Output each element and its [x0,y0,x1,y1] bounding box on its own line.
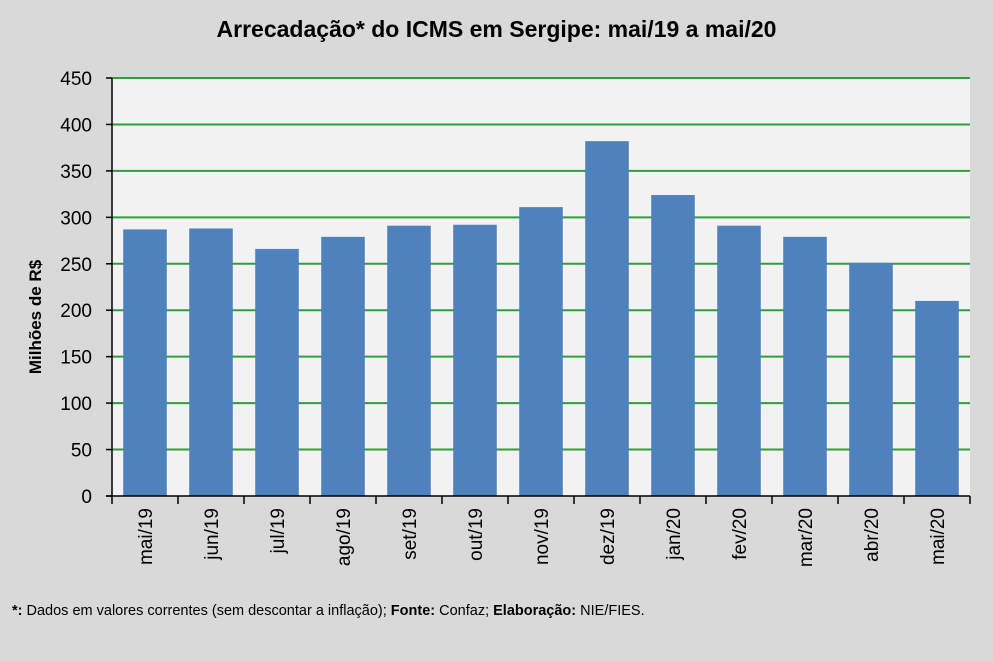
footnote-star-label: *: [12,603,23,619]
x-tick-label: out/19 [466,508,487,561]
chart-title: Arrecadação* do ICMS em Sergipe: mai/19 … [216,16,777,42]
bar-dez-19 [585,141,629,497]
y-tick-label: 0 [81,487,92,508]
bar-abr-20 [849,262,893,496]
y-tick-label: 150 [60,348,92,369]
bar-fev-20 [717,225,761,496]
bar-nov-19 [519,207,563,497]
x-tick-label: jan/20 [664,508,685,561]
bar-out-19 [453,224,497,496]
footnote-source-text: Confaz; [435,603,490,619]
y-tick-label: 450 [60,69,92,90]
bar-jan-20 [651,195,695,497]
x-tick-labels: mai/19 jun/19 jul/19 ago/19 set/19 out/19 nov/… [136,508,949,567]
axes [106,77,971,504]
x-tick-label: set/19 [400,508,421,560]
footnote-source-label: Fonte: [386,603,436,619]
footnote: *: Dados em valores correntes (sem desco… [12,603,645,619]
y-tick-label: 400 [60,115,92,136]
footnote-credit-text: NIE/FIES. [576,603,645,619]
y-tick-label: 350 [60,162,92,183]
bar-mai-19 [123,229,167,497]
x-tick-label: mai/20 [928,508,949,565]
bar-set-19 [387,225,431,496]
y-tick-label: 100 [60,394,92,415]
bar-jun-19 [189,228,233,497]
x-tick-label: jul/19 [268,508,289,554]
x-tick-label: ago/19 [334,508,355,566]
bar-mai-20 [915,300,959,496]
footnote-star-text: Dados em valores correntes (sem desconta… [22,603,387,619]
y-tick-label: 200 [60,301,92,322]
x-tick-label: mai/19 [136,508,157,565]
y-tick-label: 50 [71,441,92,462]
x-tick-label: fev/20 [730,508,751,560]
y-axis-title: Milhões de R$ [26,259,45,374]
x-tick-label: jun/19 [202,508,223,561]
x-tick-label: dez/19 [598,508,619,565]
y-tick-label: 250 [60,255,92,276]
bars [123,141,959,497]
x-tick-label: mar/20 [796,508,817,567]
footnote-credit-label: Elaboração: [489,603,577,619]
bar-ago-19 [321,236,365,496]
y-tick-labels: 0 50 100 150 200 250 300 350 400 450 [60,69,92,508]
bar-jul-19 [255,248,299,496]
x-tick-label: abr/20 [862,508,883,562]
x-tick-label: nov/19 [532,508,553,565]
bar-mar-20 [783,236,827,496]
y-tick-label: 300 [60,208,92,229]
